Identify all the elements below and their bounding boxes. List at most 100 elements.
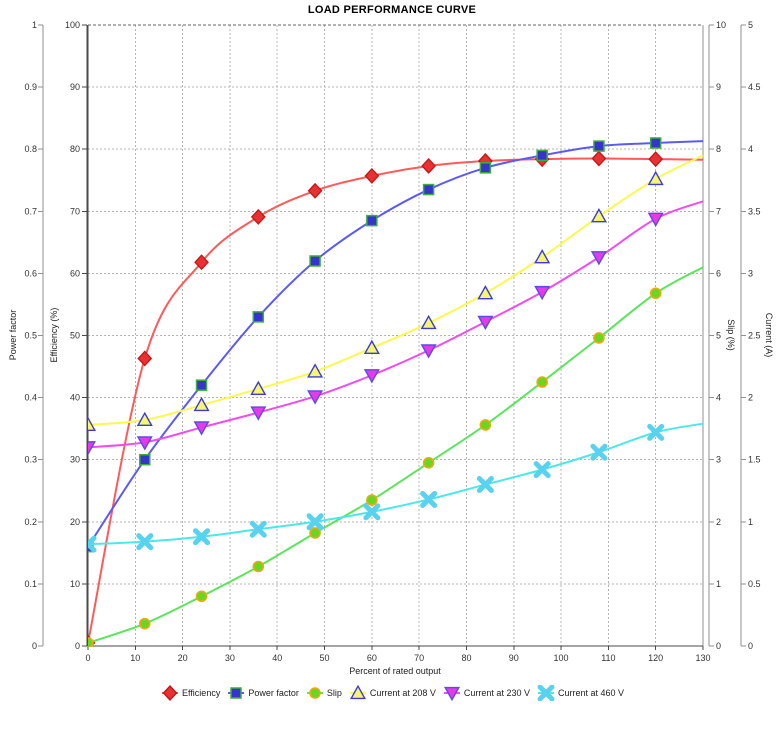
slip-curve (88, 266, 704, 644)
series-power-factor (88, 137, 704, 553)
power-factor-tick-label: 1 (32, 20, 37, 30)
x-axis-tick-label: 10 (130, 653, 140, 663)
slip-tick-label: 4 (716, 393, 721, 403)
efficiency-tick-label: 50 (70, 331, 80, 341)
legend-label-current-at-230-v: Current at 230 V (463, 688, 530, 698)
efficiency-tick-label: 0 (75, 641, 80, 651)
slip-axis-title: Slip (%) (726, 319, 736, 351)
x-axis-tick-label: 0 (85, 653, 90, 663)
gridlines (88, 25, 703, 646)
efficiency-tick-label: 10 (70, 579, 80, 589)
series-efficiency (88, 150, 704, 647)
x-axis-tick-label: 120 (648, 653, 663, 663)
power-factor-tick-label: 0 (32, 641, 37, 651)
current-tick-label: 4 (748, 144, 753, 154)
current-at-208-v-legend-marker (349, 685, 366, 700)
slip-tick-label: 7 (716, 206, 721, 216)
power-factor-tick-label: 0.3 (24, 455, 37, 465)
x-axis-tick-label: 80 (461, 653, 471, 663)
x-axis-tick-label: 90 (509, 653, 519, 663)
current-at-230-v-legend-marker (443, 686, 460, 701)
series-current-at-230-v (88, 200, 704, 456)
slip-tick-label: 1 (716, 579, 721, 589)
efficiency-axis-title: Efficiency (%) (49, 308, 59, 363)
power-factor-markers (88, 137, 662, 553)
power-factor-tick-label: 0.6 (24, 268, 37, 278)
current-at-230-v-markers (88, 212, 664, 456)
current-axis: 0 0.5 1 1.5 2 2.5 3 3.5 4 4.5 5 (740, 20, 761, 651)
current-at-208-v-curve (88, 154, 704, 426)
legend-item-current-at-230-v: Current at 230 V (442, 685, 530, 701)
efficiency-tick-label: 20 (70, 517, 80, 527)
current-tick-label: 4.5 (748, 82, 761, 92)
series-current-at-460-v (88, 422, 704, 553)
x-axis-tick-label: 110 (601, 653, 615, 663)
current-tick-label: 3 (748, 268, 753, 278)
power-factor-axis-title: Power factor (8, 310, 18, 361)
power-factor-tick-label: 0.4 (24, 393, 37, 403)
power-factor-legend-marker (228, 687, 245, 699)
legend-label-power-factor: Power factor (248, 688, 299, 698)
slip-tick-label: 10 (716, 20, 726, 30)
series-current-at-208-v (88, 154, 704, 432)
current-tick-label: 3.5 (748, 206, 761, 216)
slip-tick-label: 0 (716, 641, 721, 651)
power-factor-axis: 0 0.1 0.2 0.3 0.4 0.5 0.6 0.7 0.8 0.9 1 (24, 20, 44, 651)
chart-legend: Efficiency Power factor Slip Current at 208… (0, 683, 784, 703)
current-tick-label: 1 (748, 517, 753, 527)
series-slip (88, 266, 704, 647)
power-factor-tick-label: 0.8 (24, 144, 37, 154)
legend-item-slip: Slip (305, 685, 342, 701)
efficiency-tick-label: 40 (70, 393, 80, 403)
legend-item-current-at-208-v: Current at 208 V (348, 685, 436, 701)
x-axis-tick-label: 70 (414, 653, 424, 663)
power-factor-tick-label: 0.5 (24, 331, 37, 341)
legend-item-current-at-460-v: Current at 460 V (536, 685, 624, 701)
current-at-460-v-legend-marker (537, 685, 555, 701)
efficiency-tick-label: 70 (70, 206, 80, 216)
x-axis-tick-label: 60 (367, 653, 377, 663)
slip-tick-label: 6 (716, 268, 721, 278)
chart-title: LOAD PERFORMANCE CURVE (307, 4, 477, 16)
current-tick-label: 0.5 (748, 579, 761, 589)
slip-tick-label: 3 (716, 455, 721, 465)
x-axis-tick-label: 20 (178, 653, 188, 663)
current-axis-title: Current (A) (764, 313, 774, 358)
slip-tick-label: 8 (716, 144, 721, 154)
current-tick-label: 5 (748, 20, 753, 30)
x-axis-tick-label: 100 (554, 653, 569, 663)
efficiency-tick-label: 90 (70, 82, 80, 92)
current-at-208-v-markers (88, 170, 664, 432)
slip-tick-label: 9 (716, 82, 721, 92)
current-tick-label: 1.5 (748, 455, 761, 465)
x-axis-tick-label: 50 (320, 653, 330, 663)
efficiency-tick-label: 60 (70, 268, 80, 278)
current-at-460-v-markers (88, 423, 665, 553)
legend-label-slip: Slip (326, 688, 342, 698)
slip-tick-label: 5 (716, 331, 721, 341)
efficiency-tick-label: 80 (70, 144, 80, 154)
efficiency-curve (88, 157, 704, 644)
efficiency-legend-marker (161, 685, 178, 701)
efficiency-tick-label: 100 (65, 20, 80, 30)
x-axis: 0 10 20 30 40 50 60 70 80 90 100 110 120 130 (85, 646, 711, 663)
slip-markers (88, 287, 662, 647)
efficiency-tick-label: 30 (70, 455, 80, 465)
legend-item-efficiency: Efficiency (160, 685, 220, 701)
slip-legend-marker (306, 687, 323, 699)
slip-axis: 0 1 2 3 4 5 6 7 8 9 10 (708, 20, 726, 651)
slip-tick-label: 2 (716, 517, 721, 527)
legend-item-power-factor: Power factor (226, 685, 299, 701)
power-factor-tick-label: 0.1 (24, 579, 37, 589)
power-factor-tick-label: 0.7 (24, 206, 37, 216)
legend-label-current-at-208-v: Current at 208 V (369, 688, 436, 698)
power-factor-tick-label: 0.2 (24, 517, 37, 527)
efficiency-axis: 0 10 20 30 40 50 60 70 80 90 100 (65, 20, 88, 651)
current-tick-label: 2.5 (748, 331, 761, 341)
x-axis-title: Percent of rated output (349, 666, 441, 676)
legend-label-efficiency: Efficiency (181, 688, 221, 698)
x-axis-tick-label: 40 (272, 653, 282, 663)
power-factor-tick-label: 0.9 (24, 82, 37, 92)
